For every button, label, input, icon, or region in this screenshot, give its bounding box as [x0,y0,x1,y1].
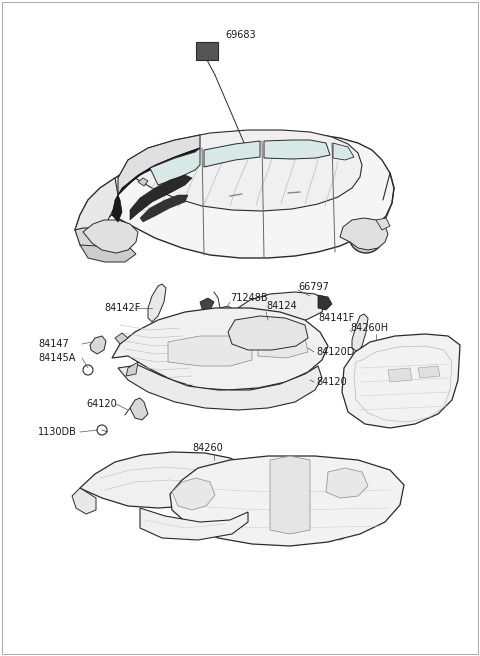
Circle shape [407,401,417,411]
Polygon shape [212,306,234,326]
Polygon shape [148,284,166,322]
Circle shape [230,475,240,485]
Polygon shape [118,365,322,410]
Polygon shape [72,488,96,514]
Circle shape [403,377,413,387]
Circle shape [290,473,300,483]
Text: 84142F: 84142F [104,303,140,313]
Circle shape [98,223,128,253]
Circle shape [370,505,380,515]
Circle shape [83,365,93,375]
Text: 84141F: 84141F [318,313,354,323]
FancyBboxPatch shape [196,42,218,60]
Polygon shape [204,141,260,167]
Text: 84120D: 84120D [316,347,354,357]
Polygon shape [258,334,308,358]
Circle shape [363,233,369,239]
Circle shape [343,510,353,520]
Circle shape [410,351,420,361]
Circle shape [97,425,107,435]
Polygon shape [340,218,388,250]
Circle shape [357,227,375,245]
Polygon shape [418,366,440,378]
Text: 84147: 84147 [38,339,69,349]
Polygon shape [90,336,106,354]
Polygon shape [388,368,412,382]
Text: 71248B: 71248B [230,293,268,303]
Polygon shape [172,478,215,510]
Text: 84124: 84124 [266,301,297,311]
Circle shape [335,530,345,540]
Polygon shape [118,130,362,211]
Polygon shape [75,133,394,258]
Text: 84145A: 84145A [38,353,75,363]
Polygon shape [376,218,390,230]
Circle shape [295,532,305,542]
Polygon shape [333,143,354,160]
Circle shape [370,380,380,390]
Polygon shape [170,456,404,546]
Polygon shape [326,468,368,498]
Text: 69683: 69683 [225,30,256,40]
Polygon shape [150,148,200,185]
Text: 84120: 84120 [316,377,347,387]
Circle shape [370,485,380,495]
Polygon shape [168,336,252,366]
Polygon shape [318,295,332,310]
Polygon shape [126,362,138,376]
Polygon shape [130,175,192,220]
Polygon shape [248,466,262,492]
Text: 84260H: 84260H [350,323,388,333]
Polygon shape [270,456,310,534]
Circle shape [349,219,383,253]
Circle shape [105,230,121,246]
Polygon shape [228,316,308,350]
Polygon shape [83,220,138,253]
Polygon shape [342,334,460,428]
Circle shape [377,355,387,365]
Polygon shape [200,298,214,312]
Polygon shape [75,228,130,255]
Polygon shape [115,333,128,344]
Text: 66797: 66797 [298,282,329,292]
Polygon shape [140,508,248,540]
Polygon shape [352,314,368,352]
Polygon shape [80,245,136,262]
Circle shape [290,510,300,520]
Circle shape [307,150,313,156]
Polygon shape [238,292,325,324]
Polygon shape [138,178,148,186]
Polygon shape [130,398,148,420]
Polygon shape [112,308,328,390]
Polygon shape [140,195,188,222]
Circle shape [345,477,355,487]
Circle shape [435,375,445,385]
Polygon shape [112,148,200,222]
Circle shape [255,529,265,539]
Circle shape [235,505,245,515]
Polygon shape [75,178,118,240]
Circle shape [437,395,447,405]
Text: 84260: 84260 [192,443,223,453]
Text: 64120: 64120 [86,399,117,409]
Polygon shape [80,452,250,508]
Circle shape [437,359,447,369]
Circle shape [110,235,116,241]
Polygon shape [118,135,200,195]
Polygon shape [264,140,330,159]
Circle shape [373,402,383,412]
Text: 1130DB: 1130DB [38,427,77,437]
